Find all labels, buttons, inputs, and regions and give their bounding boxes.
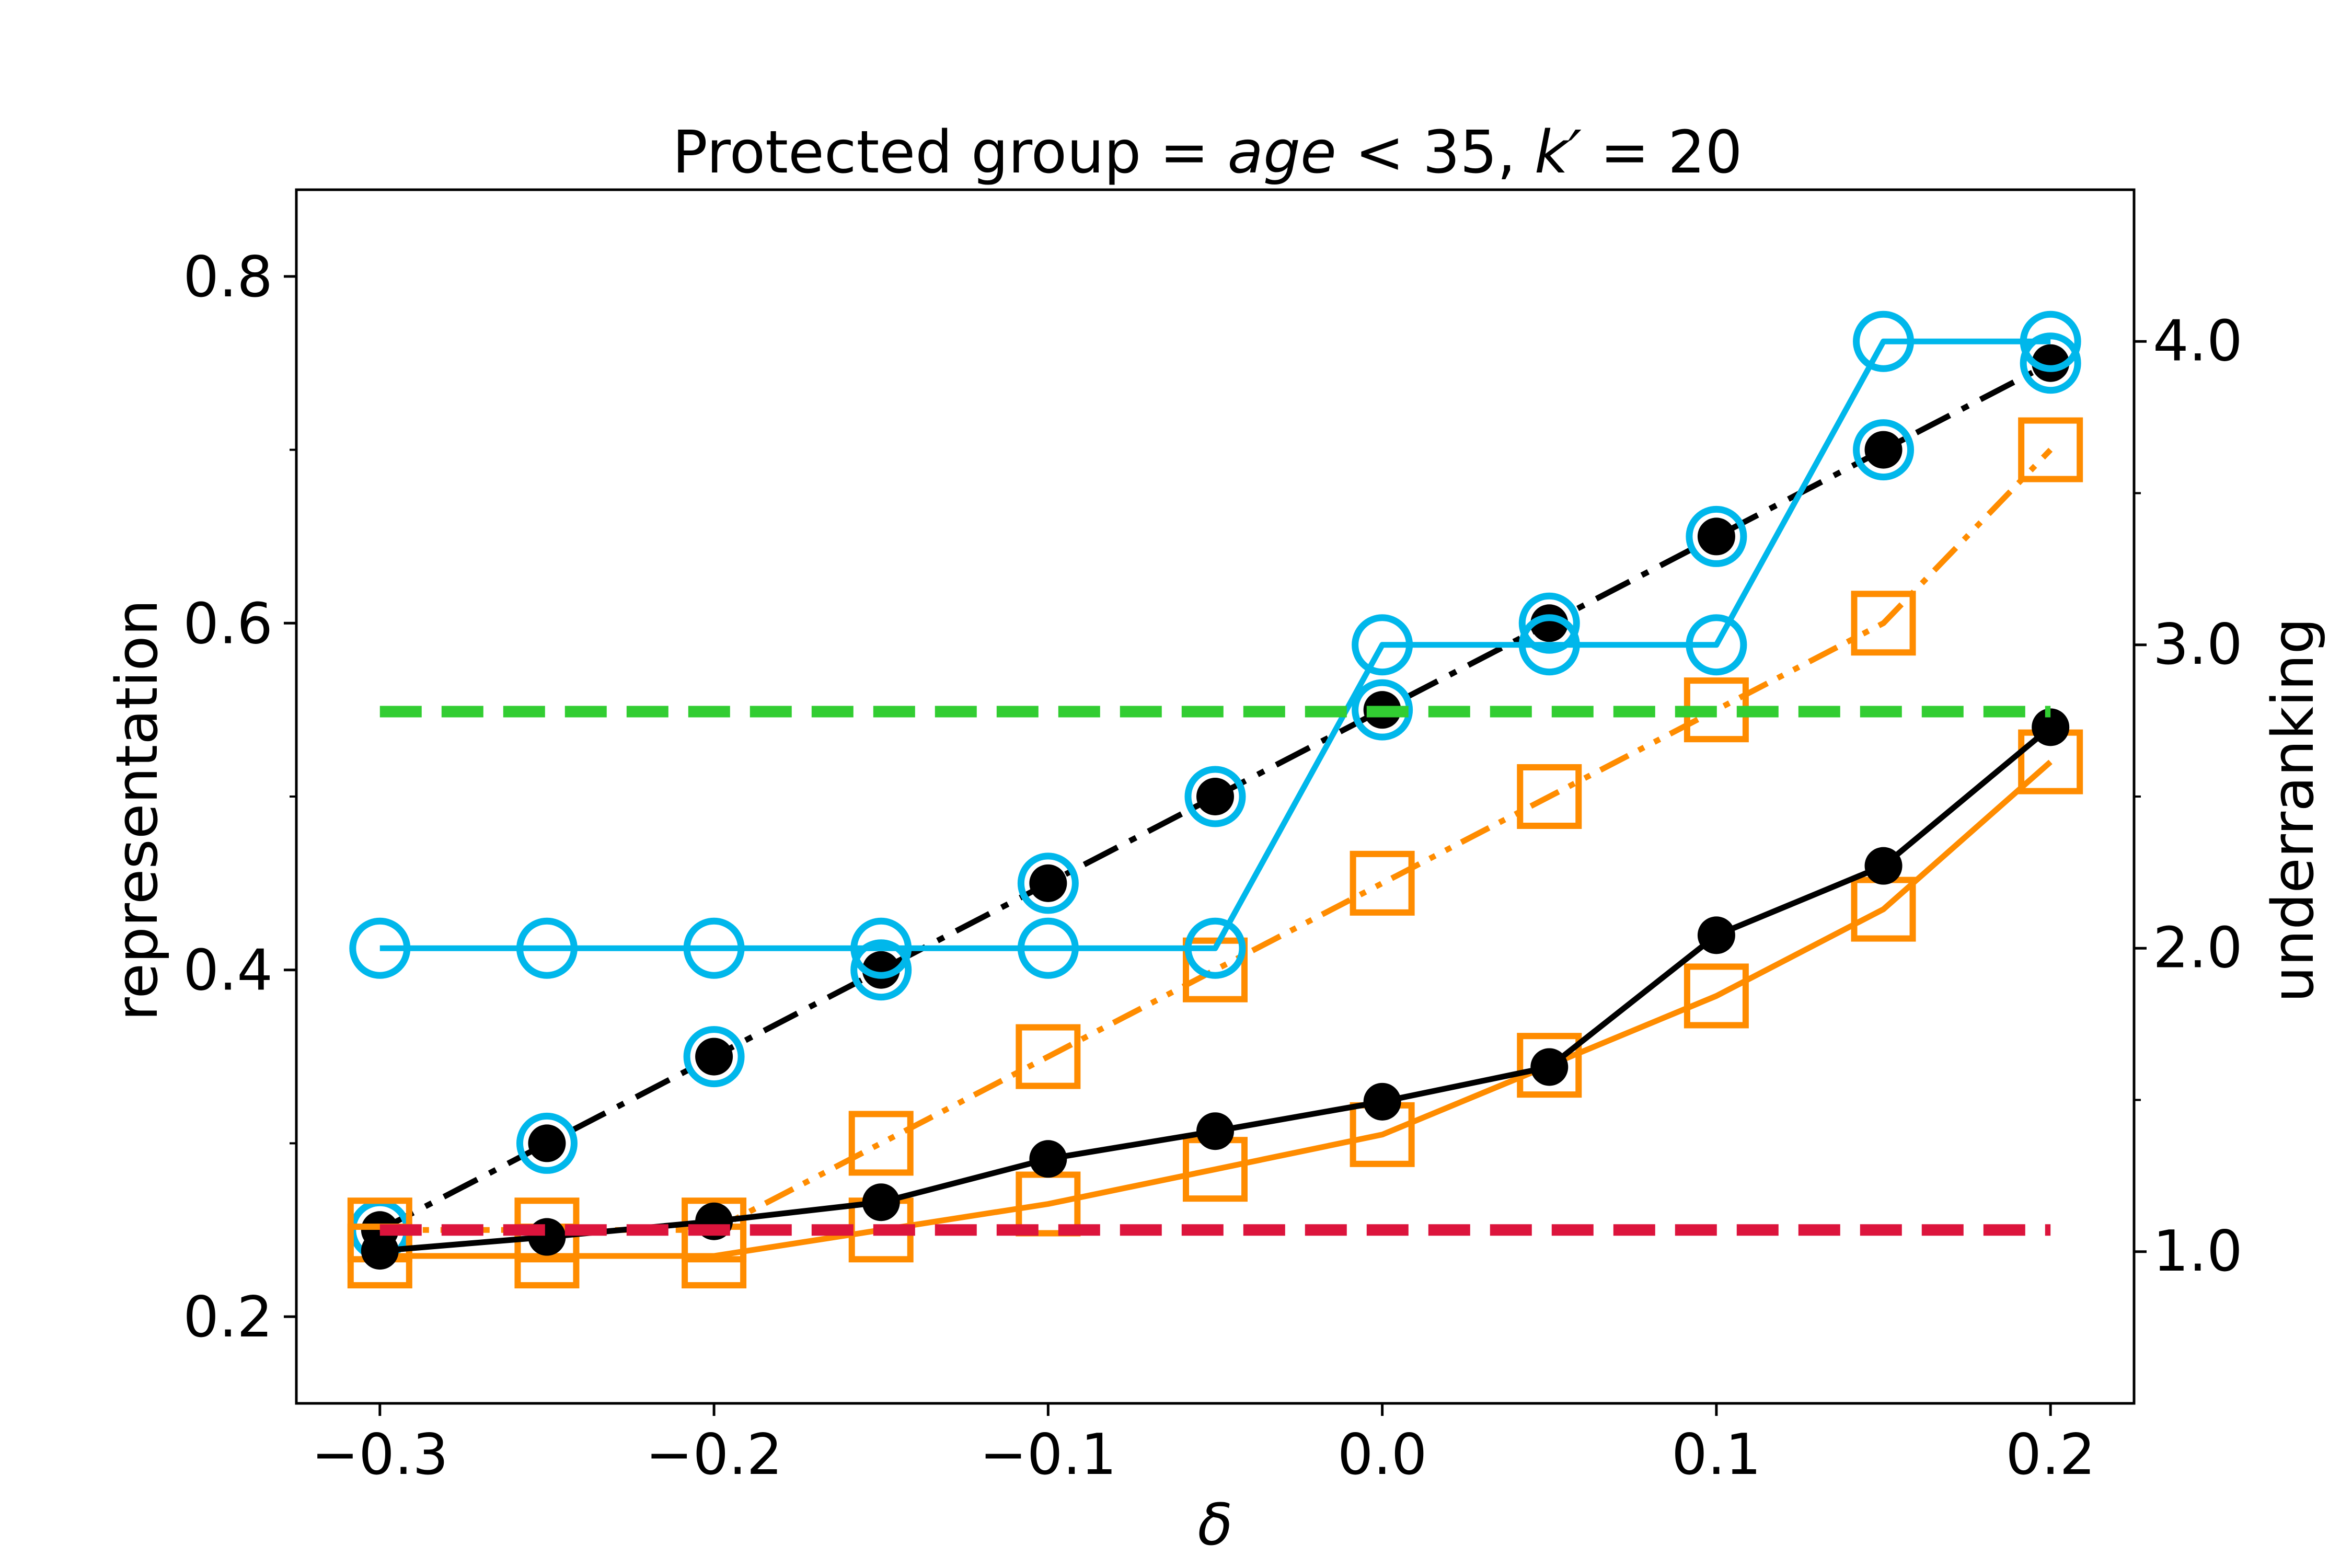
series-6-point: [361, 1232, 399, 1270]
series-3-point: [1350, 850, 1415, 916]
series-4-point: [683, 917, 745, 979]
series-5-point: [1684, 963, 1749, 1029]
series-1-point: [1853, 419, 1915, 481]
series-4-point: [349, 917, 411, 979]
series-6-point: [1363, 1082, 1401, 1121]
series-1-point: [2020, 332, 2081, 394]
y-axis-left-label: representation: [103, 599, 170, 1021]
y-left-tick-label: 0.6: [183, 591, 273, 656]
y-right-tick-label: 2.0: [2153, 915, 2243, 981]
x-tick-label: −0.3: [312, 1422, 448, 1488]
title-part-2: age: [1227, 119, 1336, 187]
chart-title: Protected group = age < 35, k′ = 20: [672, 119, 1742, 187]
series-layer: [347, 310, 2083, 1289]
series-3-point: [1183, 937, 1248, 1002]
series-6-point: [1697, 916, 1735, 954]
series-4-point: [1686, 614, 1747, 676]
y-axis-right-label: underranking: [2259, 618, 2326, 1002]
series-0-point: [1029, 864, 1067, 902]
series-1-point: [683, 1026, 745, 1088]
series-4-point: [2020, 310, 2081, 372]
series-1-point: [1352, 679, 1413, 741]
series-0-point: [1530, 604, 1569, 642]
series-0-point: [862, 951, 900, 989]
x-axis-label: δ: [1197, 1491, 1232, 1558]
title-part-5: = 20: [1582, 119, 1743, 187]
series-4-point: [1017, 917, 1079, 979]
series-6-point: [1864, 847, 1903, 885]
series-4-point: [1184, 917, 1246, 979]
series-6-point: [862, 1183, 900, 1221]
series-1-point: [516, 1112, 578, 1174]
axes-layer: −0.3 −0.2 −0.1 0.0 0.1 0.2 0.2 0.4 0.6 0.8 1.0 2.0 3…: [183, 245, 2243, 1488]
series-4-point: [850, 917, 912, 979]
series-3-point: [1851, 591, 1916, 656]
series-5-point: [1517, 1033, 1582, 1098]
series-3-point: [1517, 764, 1582, 829]
x-tick-label: −0.1: [979, 1422, 1116, 1488]
series-0-point: [695, 1037, 733, 1076]
series-0-point: [1864, 431, 1903, 469]
series-1-point: [1184, 766, 1246, 827]
title-part-3: < 35,: [1336, 119, 1535, 187]
x-tick-label: 0.2: [2005, 1422, 2095, 1488]
y-right-tick-label: 3.0: [2153, 612, 2243, 677]
title-part-4: k′: [1535, 119, 1582, 187]
series-4-point: [1853, 310, 1915, 372]
x-tick-label: −0.2: [645, 1422, 782, 1488]
series-3-point: [2018, 417, 2083, 482]
series-4-line: [379, 338, 2051, 951]
x-tick-label: 0.0: [1338, 1422, 1427, 1488]
title-part-1: Protected group =: [672, 119, 1227, 187]
y-left-tick-label: 0.2: [183, 1285, 273, 1350]
x-tick-label: 0.1: [1671, 1422, 1761, 1488]
series-6-point: [1196, 1112, 1234, 1150]
series-6-point: [1530, 1048, 1569, 1086]
series-1-point: [1017, 852, 1079, 914]
series-4-point: [1518, 614, 1580, 676]
y-left-tick-label: 0.4: [183, 938, 273, 1004]
series-0-point: [528, 1124, 566, 1162]
y-left-tick-label: 0.8: [183, 245, 273, 310]
series-6-point: [2032, 708, 2070, 746]
series-0-point: [2032, 344, 2070, 382]
series-6-point: [1029, 1140, 1067, 1178]
series-1-point: [1686, 505, 1747, 567]
series-4-point: [1352, 614, 1413, 676]
series-5-line: [379, 759, 2053, 1259]
series-1-point: [850, 939, 912, 1001]
series-1-point: [1518, 592, 1580, 654]
series-0-point: [1697, 517, 1735, 556]
series-6-point: [528, 1218, 566, 1256]
y-right-tick-label: 4.0: [2153, 308, 2243, 374]
y-right-tick-label: 1.0: [2153, 1219, 2243, 1284]
series-0-point: [1196, 778, 1234, 815]
series-3-point: [848, 1111, 914, 1176]
series-3-point: [1016, 1024, 1081, 1089]
series-4-point: [516, 917, 578, 979]
